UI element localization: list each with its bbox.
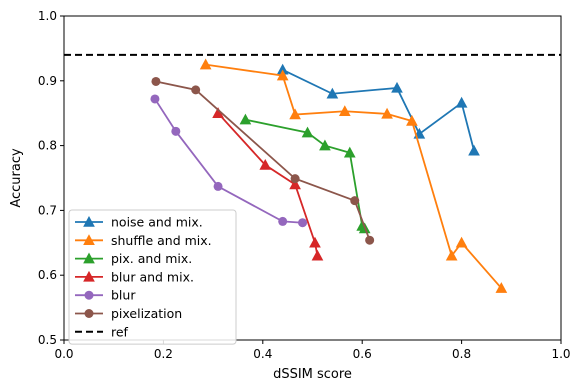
- legend-marker: [84, 290, 94, 300]
- y-tick-label: 0.5: [38, 333, 57, 347]
- y-tick-label: 0.6: [38, 268, 57, 282]
- data-point: [455, 96, 468, 108]
- data-point: [326, 87, 339, 99]
- legend-item: blur: [75, 288, 136, 303]
- series-shuffle-and-mix: [199, 58, 508, 293]
- data-point: [150, 94, 160, 104]
- legend-label: shuffle and mix.: [111, 233, 212, 248]
- data-point: [350, 196, 360, 206]
- data-point: [468, 144, 480, 156]
- data-point: [289, 178, 301, 190]
- data-point: [213, 181, 223, 191]
- axis-ticks: 0.0 0.2 0.4 0.6 0.8 1.0 0.5 0.6 0.7 0.8 0.9 1.0: [38, 9, 571, 361]
- legend-item: shuffle and mix.: [75, 233, 212, 248]
- data-point: [455, 236, 468, 248]
- data-point: [365, 235, 375, 245]
- y-tick-label: 0.9: [38, 74, 57, 88]
- legend-label: ref: [111, 324, 129, 339]
- series-blur: [150, 94, 308, 228]
- data-point: [191, 85, 201, 95]
- data-point: [278, 216, 288, 226]
- y-tick-label: 0.8: [38, 139, 57, 153]
- legend-marker: [83, 215, 95, 227]
- legend-label: blur and mix.: [111, 269, 194, 284]
- x-tick-label: 0.0: [54, 347, 73, 361]
- legend-marker: [84, 309, 94, 318]
- legend-item: ref: [75, 324, 129, 339]
- data-point: [298, 218, 308, 228]
- legend-label: noise and mix.: [111, 215, 203, 230]
- x-tick-label: 0.4: [253, 347, 272, 361]
- data-point: [391, 81, 403, 93]
- data-point: [199, 58, 212, 70]
- data-point: [495, 282, 508, 293]
- legend-label: blur: [111, 288, 136, 303]
- data-point: [338, 105, 351, 117]
- legend: noise and mix. shuffle and mix. pix. and m…: [68, 209, 237, 345]
- series-blur-and-mix: [212, 107, 324, 261]
- data-point: [406, 114, 418, 126]
- data-point: [239, 113, 252, 125]
- data-point: [289, 108, 301, 120]
- x-tick-label: 0.6: [353, 347, 372, 361]
- plot-marks: [64, 53, 561, 293]
- data-point: [445, 249, 458, 261]
- data-point: [343, 146, 356, 158]
- data-point: [151, 76, 161, 86]
- data-point: [171, 126, 181, 136]
- legend-item: pix. and mix.: [75, 251, 192, 266]
- data-point: [301, 126, 314, 138]
- data-point: [290, 174, 300, 184]
- legend-marker: [83, 252, 95, 264]
- y-axis-label: Accuracy: [9, 148, 24, 208]
- legend-marker: [83, 234, 95, 246]
- data-point: [309, 236, 321, 248]
- y-tick-label: 0.7: [38, 203, 57, 217]
- x-axis-label: dSSIM score: [273, 367, 352, 381]
- legend-item: pixelization: [75, 306, 182, 321]
- data-point: [276, 69, 289, 81]
- legend-marker: [83, 270, 95, 282]
- data-point: [381, 107, 393, 119]
- plot-frame: [63, 15, 562, 341]
- x-tick-label: 0.2: [154, 347, 173, 361]
- legend-label: pixelization: [111, 306, 182, 321]
- data-point: [259, 158, 272, 170]
- series-line: [282, 68, 475, 152]
- x-tick-label: 1.0: [551, 347, 570, 361]
- legend-item: noise and mix.: [75, 215, 203, 230]
- data-point: [311, 249, 324, 261]
- legend-item: blur and mix.: [75, 269, 194, 284]
- y-tick-label: 1.0: [38, 9, 57, 23]
- series-pixelization: [151, 76, 375, 245]
- legend-box: [68, 209, 237, 345]
- x-tick-label: 0.8: [452, 347, 471, 361]
- legend-label: pix. and mix.: [111, 251, 192, 266]
- data-point: [319, 139, 331, 151]
